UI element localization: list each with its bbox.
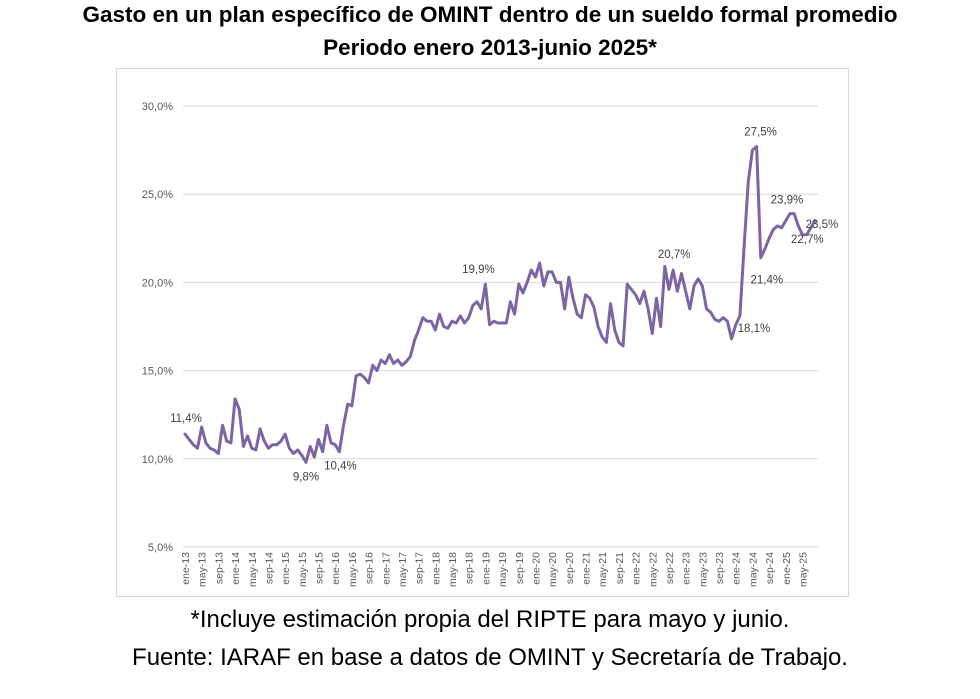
data-label: 20,7% [658,249,691,261]
data-label: 11,4% [170,413,202,425]
x-tick-label: ene-19 [480,552,492,585]
x-tick-label: ene-23 [681,552,693,585]
y-tick-label: 20,0% [142,277,173,289]
data-label: 10,4% [324,461,357,473]
x-tick-label: may-17 [397,552,409,587]
x-tick-label: sep-23 [714,552,726,584]
x-tick-label: ene-17 [380,552,392,585]
series-line [183,145,817,464]
data-label: 19,9% [462,264,495,276]
x-tick-label: may-24 [747,552,759,587]
chart-subtitle: Periodo enero 2013-junio 2025* [323,35,657,60]
x-tick-label: may-19 [497,552,509,587]
y-tick-label: 15,0% [142,366,173,378]
data-label: 23,9% [771,195,804,207]
x-tick-label: ene-18 [430,552,442,585]
y-tick-label: 10,0% [142,454,173,466]
x-tick-label: sep-19 [514,552,526,584]
x-tick-label: ene-13 [180,552,192,585]
data-label: 9,8% [293,471,319,483]
x-tick-label: may-13 [197,552,209,587]
x-tick-label: may-16 [347,552,359,587]
x-tick-label: sep-21 [614,552,626,584]
x-tick-label: ene-22 [631,552,643,585]
x-tick-label: ene-24 [731,552,743,585]
data-label: 18,1% [738,323,771,335]
x-tick-label: may-25 [797,552,809,587]
source-note: Fuente: IARAF en base a datos de OMINT y… [132,644,848,671]
y-tick-label: 25,0% [142,189,173,201]
x-tick-label: sep-15 [314,552,326,584]
x-tick-label: ene-20 [530,552,542,585]
x-tick-label: ene-25 [781,552,793,585]
data-label: 22,7% [791,234,824,246]
x-tick-label: sep-14 [263,552,275,584]
x-tick-label: sep-18 [464,552,476,584]
x-tick-label: may-20 [547,552,559,587]
x-tick-label: sep-13 [213,552,225,584]
x-tick-label: ene-15 [280,552,292,585]
x-tick-label: may-22 [647,552,659,587]
y-tick-label: 5,0% [148,542,173,554]
x-tick-label: may-14 [247,552,259,587]
data-label: 21,4% [750,275,783,287]
x-tick-label: sep-20 [564,552,576,584]
chart-area [116,68,849,597]
chart-title: Gasto en un plan específico de OMINT den… [82,2,898,27]
x-tick-label: ene-16 [330,552,342,585]
x-tick-label: may-21 [597,552,609,587]
x-tick-label: ene-21 [581,552,593,585]
data-label: 27,5% [744,127,777,139]
x-tick-label: sep-22 [664,552,676,584]
footnote: *Incluye estimación propia del RIPTE par… [190,606,790,633]
data-label: 23,5% [806,219,839,231]
y-tick-label: 30,0% [142,101,173,113]
x-tick-label: may-15 [297,552,309,587]
x-tick-label: ene-14 [230,552,242,585]
x-tick-label: sep-17 [414,552,426,584]
x-tick-label: may-18 [447,552,459,587]
x-tick-label: may-23 [697,552,709,587]
x-tick-label: sep-16 [364,552,376,584]
x-tick-label: sep-24 [764,552,776,584]
